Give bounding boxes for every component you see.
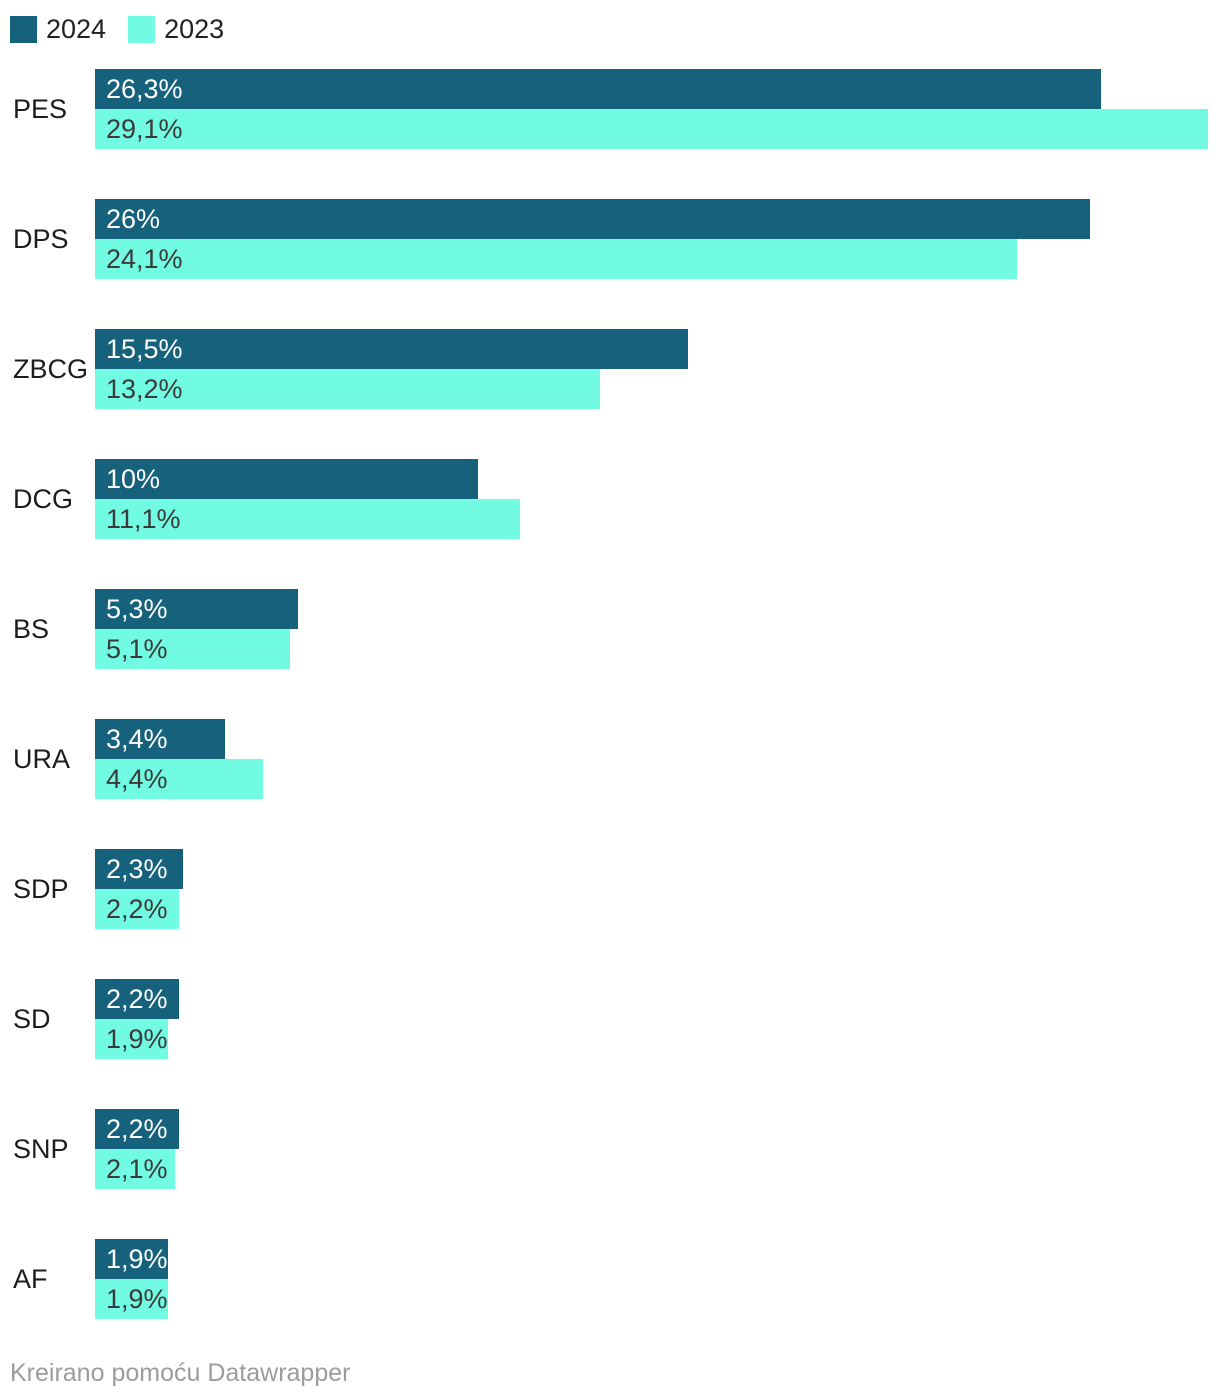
category-label: URA [13, 743, 71, 774]
bar-2024: 26% [95, 199, 1090, 239]
category-label: BS [13, 613, 50, 644]
value-label: 4,4% [106, 763, 168, 794]
bar-2023: 1,9% [95, 1019, 168, 1059]
chart-row-zbcg: ZBCG 15,5% 13,2% [0, 329, 1220, 409]
category-label: PES [13, 93, 68, 124]
value-label: 13,2% [106, 373, 183, 404]
value-label: 29,1% [106, 113, 183, 144]
bar-2024: 15,5% [95, 329, 688, 369]
value-label: 1,9% [106, 1243, 168, 1274]
chart-row-dcg: DCG 10% 11,1% [0, 459, 1220, 539]
category-label: SNP [13, 1133, 69, 1164]
value-label: 11,1% [106, 503, 181, 534]
bar-2023: 29,1% [95, 109, 1209, 149]
chart-row-sd: SD 2,2% 1,9% [0, 979, 1220, 1059]
legend-swatch-2024 [10, 15, 37, 43]
value-label: 5,3% [106, 593, 168, 624]
bar-group: 10% 11,1% [95, 459, 520, 539]
bar-2024: 3,4% [95, 719, 226, 759]
bar-2023: 13,2% [95, 369, 600, 409]
legend-item-2024: 2024 [10, 15, 106, 43]
chart-row-bs: BS 5,3% 5,1% [0, 589, 1220, 669]
value-label: 2,2% [106, 983, 168, 1014]
bar-2023: 4,4% [95, 759, 264, 799]
value-label: 1,9% [106, 1283, 168, 1314]
bar-group: 5,3% 5,1% [95, 589, 298, 669]
value-label: 2,2% [106, 1113, 168, 1144]
bar-group: 1,9% 1,9% [95, 1239, 168, 1319]
value-label: 24,1% [106, 243, 183, 274]
value-label: 15,5% [106, 333, 183, 364]
bar-2023: 1,9% [95, 1279, 168, 1319]
legend-label-2024: 2024 [46, 14, 107, 44]
chart-row-sdp: SDP 2,3% 2,2% [0, 849, 1220, 929]
chart-row-af: AF 1,9% 1,9% [0, 1239, 1220, 1319]
chart-rows: PES 26,3% 29,1% DPS 26% 24,1% ZBCG 15,5% 13,2% DC… [0, 69, 1220, 1319]
value-label: 2,1% [106, 1153, 168, 1184]
legend-label-2023: 2023 [164, 14, 225, 44]
value-label: 10% [106, 463, 161, 494]
category-label: DPS [13, 223, 69, 254]
bar-2023: 24,1% [95, 239, 1017, 279]
category-label: SDP [13, 873, 69, 904]
bar-2024: 2,2% [95, 979, 180, 1019]
value-label: 2,2% [106, 893, 168, 924]
bar-group: 26% 24,1% [95, 199, 1090, 279]
bar-group: 2,2% 2,1% [95, 1109, 180, 1189]
category-label: DCG [13, 483, 73, 514]
value-label: 5,1% [106, 633, 168, 664]
bar-group: 2,2% 1,9% [95, 979, 180, 1059]
category-label: ZBCG [13, 353, 89, 384]
datawrapper-attribution-link[interactable]: Kreirano pomoću Datawrapper [10, 1359, 351, 1387]
legend-swatch-2023 [128, 15, 156, 43]
bar-group: 26,3% 29,1% [95, 69, 1209, 149]
bar-2024: 1,9% [95, 1239, 168, 1279]
chart-row-dps: DPS 26% 24,1% [0, 199, 1220, 279]
bar-2024: 5,3% [95, 589, 298, 629]
value-label: 26% [106, 203, 161, 234]
bar-group: 15,5% 13,2% [95, 329, 688, 409]
chart-row-pes: PES 26,3% 29,1% [0, 69, 1220, 149]
value-label: 26,3% [106, 73, 183, 104]
bar-2023: 2,1% [95, 1149, 176, 1189]
category-label: SD [13, 1003, 51, 1034]
bar-2024: 10% [95, 459, 478, 499]
chart-row-ura: URA 3,4% 4,4% [0, 719, 1220, 799]
legend-item-2023: 2023 [128, 15, 224, 43]
bar-2024: 26,3% [95, 69, 1101, 109]
category-label: AF [13, 1263, 48, 1294]
bar-2024: 2,3% [95, 849, 183, 889]
value-label: 1,9% [106, 1023, 168, 1054]
bar-2024: 2,2% [95, 1109, 180, 1149]
bar-2023: 11,1% [95, 499, 520, 539]
value-label: 2,3% [106, 853, 168, 884]
bar-group: 2,3% 2,2% [95, 849, 183, 929]
value-label: 3,4% [106, 723, 168, 754]
chart-legend: 2024 2023 [10, 15, 1220, 43]
chart-row-snp: SNP 2,2% 2,1% [0, 1109, 1220, 1189]
bar-2023: 5,1% [95, 629, 291, 669]
bar-2023: 2,2% [95, 889, 180, 929]
bar-group: 3,4% 4,4% [95, 719, 264, 799]
